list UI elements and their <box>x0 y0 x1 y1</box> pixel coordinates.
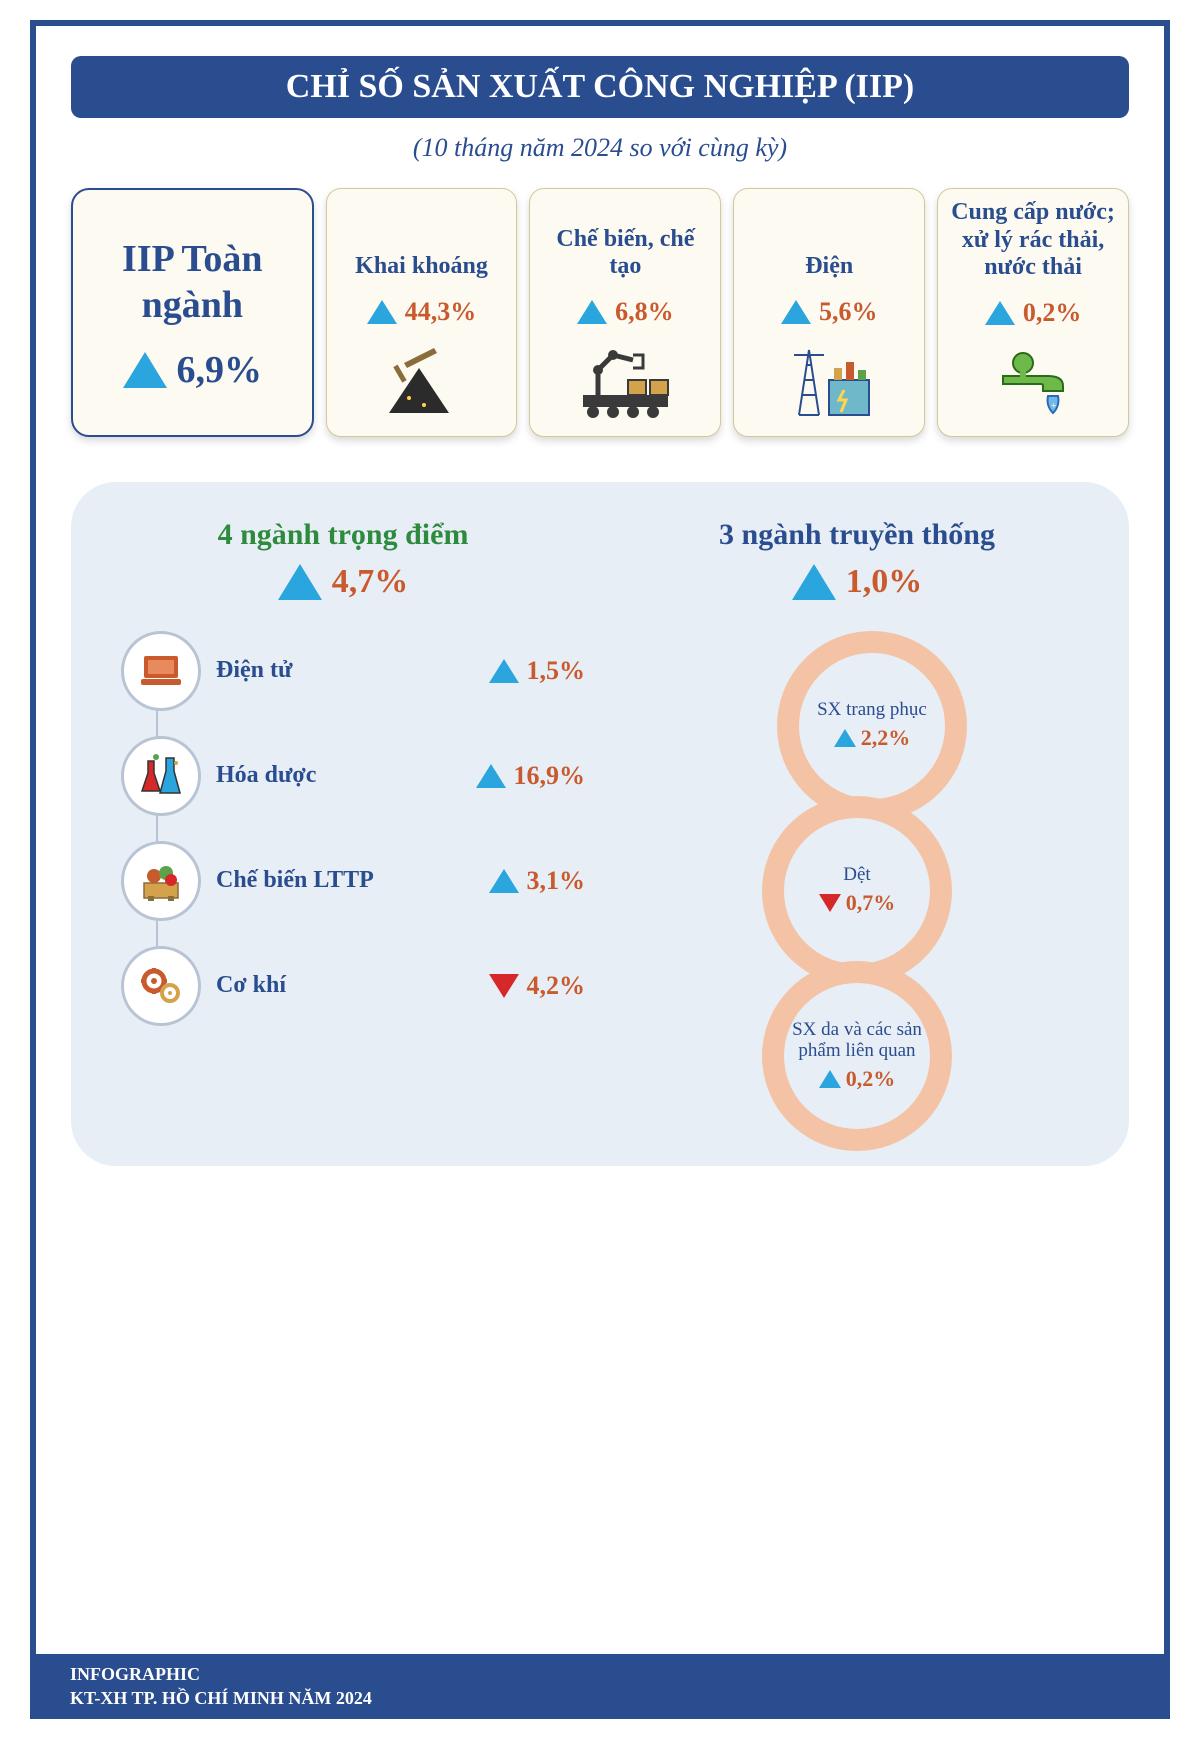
laptop-icon <box>121 631 201 711</box>
overall-card: IIP Toàn ngành 6,9% <box>71 188 314 437</box>
up-triangle-icon <box>123 352 167 388</box>
down-triangle-icon <box>819 894 841 912</box>
mining-icon <box>379 335 464 425</box>
up-triangle-icon <box>476 764 506 788</box>
key-item-label: Cơ khí <box>216 972 474 999</box>
key-group-value: 4,7% <box>332 563 409 601</box>
overall-label: IIP Toàn ngành <box>88 237 297 328</box>
key-item-value: 1,5% <box>527 656 586 686</box>
water-icon: + <box>988 336 1078 426</box>
sector-card-water: Cung cấp nước; xử lý rác thải, nước thải… <box>937 188 1129 437</box>
trad-item-value: 0,7% <box>846 890 896 916</box>
manufacturing-icon <box>578 335 673 425</box>
subtitle: (10 tháng năm 2024 so với cùng kỳ) <box>36 133 1164 163</box>
key-item-value: 3,1% <box>527 866 586 896</box>
overall-value: 6,9% <box>177 348 263 392</box>
traditional-industries-column: 3 ngành truyền thống 1,0% SX trang phục … <box>615 517 1099 1126</box>
up-triangle-icon <box>792 564 836 600</box>
footer-line2: KT-XH TP. HỒ CHÍ MINH NĂM 2024 <box>70 1686 1130 1710</box>
svg-text:+: + <box>1051 401 1057 412</box>
key-item-label: Hóa dược <box>216 762 461 789</box>
chemistry-icon <box>121 736 201 816</box>
up-triangle-icon <box>781 300 811 324</box>
trad-group-title: 3 ngành truyền thống <box>719 517 995 553</box>
key-group-title: 4 ngành trọng điểm <box>101 517 585 553</box>
sector-card-manufacturing: Chế biến, chế tạo 6,8% <box>529 188 721 437</box>
trad-group-value: 1,0% <box>846 563 923 601</box>
electricity-icon <box>784 335 874 425</box>
footer-line1: INFOGRAPHIC <box>70 1662 1130 1686</box>
sector-label: Điện <box>805 199 853 289</box>
sector-value: 44,3% <box>405 297 477 327</box>
sector-card-electricity: Điện 5,6% <box>733 188 925 437</box>
up-triangle-icon <box>834 729 856 747</box>
trad-item-value: 0,2% <box>846 1066 896 1092</box>
key-item-food: Chế biến LTTP 3,1% <box>121 841 585 921</box>
gears-icon <box>121 946 201 1026</box>
main-title: CHỈ SỐ SẢN XUẤT CÔNG NGHIỆP (IIP) <box>71 56 1129 118</box>
key-item-value: 16,9% <box>514 761 586 791</box>
trad-item-label: SX da và các sản phẩm liên quan <box>784 1020 930 1062</box>
detail-panel: 4 ngành trọng điểm 4,7% Điện tử 1,5% <box>71 482 1129 1166</box>
down-triangle-icon <box>489 974 519 998</box>
up-triangle-icon <box>489 659 519 683</box>
trad-item-label: Dệt <box>835 865 878 886</box>
trad-item-value: 2,2% <box>861 725 911 751</box>
trad-item-apparel: SX trang phục 2,2% <box>777 631 967 821</box>
up-triangle-icon <box>489 869 519 893</box>
key-item-label: Điện tử <box>216 657 474 684</box>
infographic-frame: CHỈ SỐ SẢN XUẤT CÔNG NGHIỆP (IIP) (10 th… <box>30 20 1170 1660</box>
sector-value: 6,8% <box>615 297 674 327</box>
trad-item-leather: SX da và các sản phẩm liên quan 0,2% <box>762 961 952 1151</box>
up-triangle-icon <box>577 300 607 324</box>
up-triangle-icon <box>819 1070 841 1088</box>
sector-value: 5,6% <box>819 297 878 327</box>
sector-label: Chế biến, chế tạo <box>538 199 712 289</box>
sector-label: Cung cấp nước; xử lý rác thải, nước thải <box>946 199 1120 290</box>
sector-card-mining: Khai khoáng 44,3% <box>326 188 518 437</box>
overall-value-row: 6,9% <box>88 348 297 392</box>
key-item-electronics: Điện tử 1,5% <box>121 631 585 711</box>
up-triangle-icon <box>985 301 1015 325</box>
key-item-value: 4,2% <box>527 971 586 1001</box>
sector-cards-row: IIP Toàn ngành 6,9% Khai khoáng 44,3% <box>36 188 1164 437</box>
sector-value: 0,2% <box>1023 298 1082 328</box>
sector-label: Khai khoáng <box>355 199 488 289</box>
key-industries-list: Điện tử 1,5% Hóa dược 16,9% <box>101 631 585 1026</box>
key-item-mechanical: Cơ khí 4,2% <box>121 946 585 1026</box>
key-industries-column: 4 ngành trọng điểm 4,7% Điện tử 1,5% <box>101 517 585 1126</box>
trad-item-textile: Dệt 0,7% <box>762 796 952 986</box>
key-item-label: Chế biến LTTP <box>216 867 474 894</box>
up-triangle-icon <box>278 564 322 600</box>
trad-item-label: SX trang phục <box>809 700 935 721</box>
food-icon <box>121 841 201 921</box>
up-triangle-icon <box>367 300 397 324</box>
key-item-pharma: Hóa dược 16,9% <box>121 736 585 816</box>
footer: INFOGRAPHIC KT-XH TP. HỒ CHÍ MINH NĂM 20… <box>30 1654 1170 1719</box>
